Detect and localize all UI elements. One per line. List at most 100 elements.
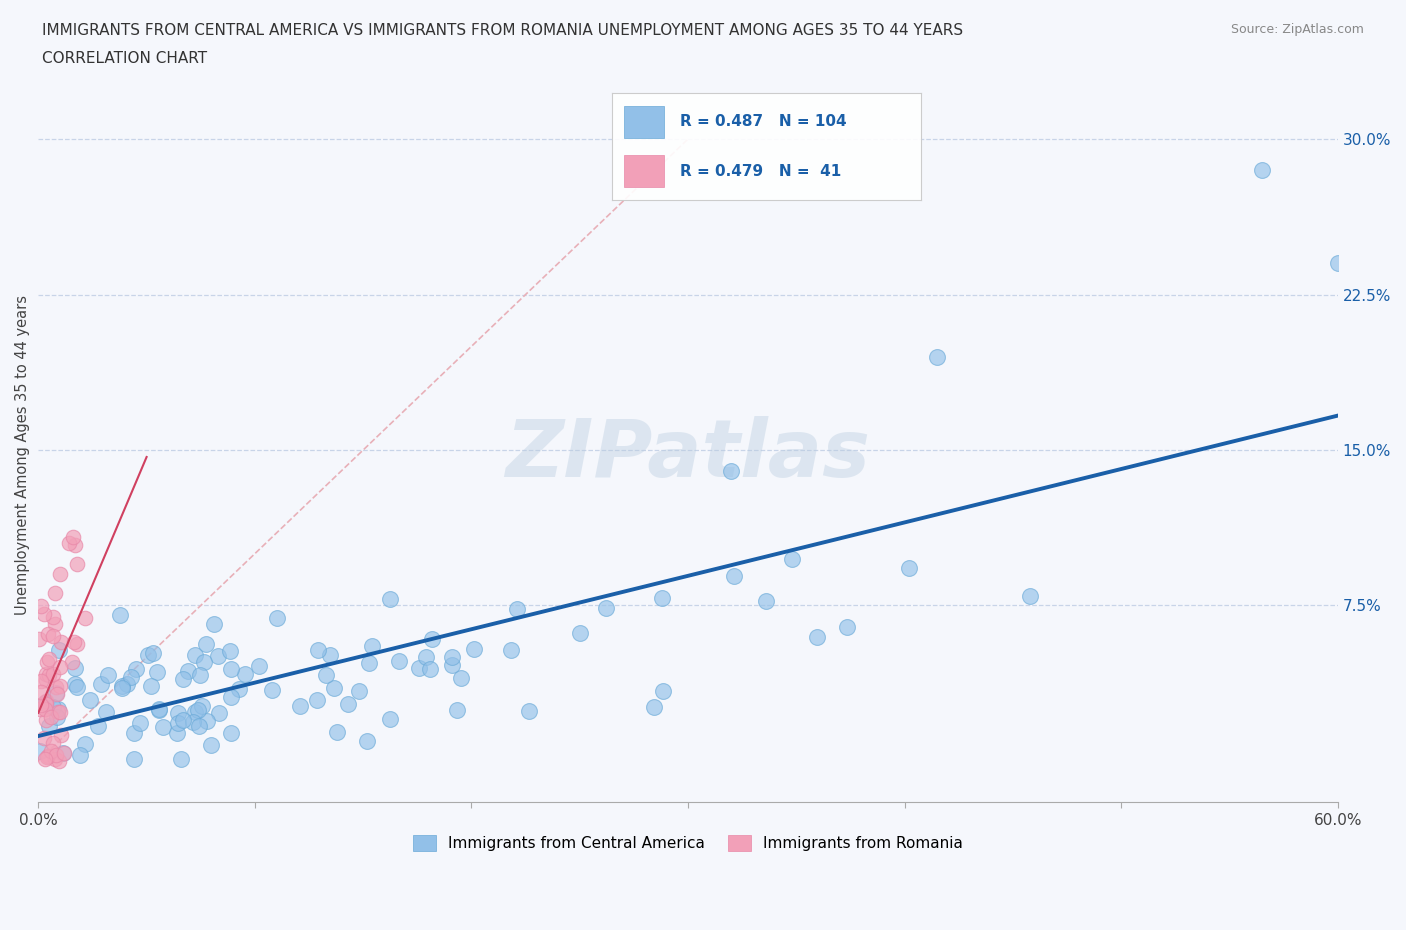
Point <box>48 643 70 658</box>
Point <box>65 676 87 691</box>
Point <box>125 661 148 676</box>
Point <box>378 711 401 726</box>
Point <box>191 698 214 713</box>
Point <box>75 737 97 751</box>
Point <box>108 608 131 623</box>
Point <box>195 637 218 652</box>
Point <box>200 737 222 752</box>
Point <box>152 720 174 735</box>
Point <box>87 719 110 734</box>
Point <box>388 654 411 669</box>
Point <box>260 682 283 697</box>
Point <box>142 646 165 661</box>
Point <box>221 690 243 705</box>
Point <box>219 644 242 658</box>
Point <box>42 736 65 751</box>
Point <box>420 631 443 646</box>
Point <box>60 655 83 670</box>
Point <box>30 743 52 758</box>
Point <box>37 655 59 670</box>
Point <box>73 610 96 625</box>
Y-axis label: Unemployment Among Ages 35 to 44 years: Unemployment Among Ages 35 to 44 years <box>15 295 30 615</box>
Point <box>166 726 188 741</box>
Point <box>32 731 55 746</box>
Point <box>58 536 80 551</box>
Point <box>34 751 56 766</box>
Point <box>63 538 86 552</box>
Point <box>319 647 342 662</box>
Point <box>336 697 359 711</box>
Point <box>45 748 67 763</box>
Point <box>187 703 209 718</box>
Point <box>148 702 170 717</box>
Text: R = 0.487   N = 104: R = 0.487 N = 104 <box>679 114 846 129</box>
Point <box>408 661 430 676</box>
Point <box>193 655 215 670</box>
Point <box>38 652 60 667</box>
Point <box>44 585 66 600</box>
Point <box>651 591 673 605</box>
Point <box>172 713 194 728</box>
Point <box>145 664 167 679</box>
Point <box>181 714 204 729</box>
Point <box>66 556 89 571</box>
Point <box>41 743 63 758</box>
Point <box>440 658 463 672</box>
Point <box>1326 256 1348 271</box>
Point <box>37 627 59 642</box>
Point <box>45 685 67 700</box>
Point <box>188 668 211 683</box>
Point <box>35 667 58 682</box>
Point <box>39 710 62 724</box>
Point <box>53 745 76 760</box>
Point <box>49 727 72 742</box>
Point <box>247 658 270 673</box>
Point <box>52 745 75 760</box>
Point <box>34 702 56 717</box>
Point <box>315 668 337 683</box>
Point <box>195 714 218 729</box>
Text: CORRELATION CHART: CORRELATION CHART <box>42 51 207 66</box>
Point <box>326 724 349 739</box>
Point <box>63 661 86 676</box>
Point <box>90 676 112 691</box>
Point <box>65 680 87 695</box>
Point <box>1019 588 1042 603</box>
Point <box>35 750 58 764</box>
Point <box>219 725 242 740</box>
FancyBboxPatch shape <box>624 106 664 138</box>
Point <box>141 678 163 693</box>
Point <box>49 634 72 649</box>
Point <box>415 650 437 665</box>
Point <box>44 751 66 766</box>
Point <box>305 693 328 708</box>
Point <box>183 705 205 720</box>
Point <box>111 681 134 696</box>
Point <box>208 706 231 721</box>
Point <box>755 593 778 608</box>
Point <box>42 609 65 624</box>
Point <box>441 650 464 665</box>
Point <box>49 567 72 582</box>
Point <box>643 699 665 714</box>
Point <box>38 718 60 733</box>
Point <box>45 686 67 701</box>
Point <box>517 703 540 718</box>
Point <box>38 667 60 682</box>
Point <box>63 634 86 649</box>
Point <box>307 643 329 658</box>
Point <box>380 591 402 606</box>
Point <box>233 667 256 682</box>
Point <box>569 625 592 640</box>
Point <box>46 701 69 716</box>
Point <box>357 656 380 671</box>
Point <box>166 716 188 731</box>
Point <box>446 703 468 718</box>
Point <box>506 602 529 617</box>
Point <box>835 619 858 634</box>
Point <box>111 679 134 694</box>
Point <box>35 712 58 727</box>
Point <box>41 666 63 681</box>
Point <box>419 661 441 676</box>
Point <box>184 647 207 662</box>
